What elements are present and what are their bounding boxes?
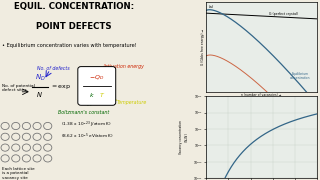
Text: (a): (a) (209, 4, 214, 8)
Text: • Equilibrium concentration varies with temperature!: • Equilibrium concentration varies with … (2, 43, 137, 48)
Text: No. of defects: No. of defects (37, 66, 70, 71)
Text: Activation energy: Activation energy (102, 64, 144, 69)
Text: (8.62 x 10$^{-5}$ eV/atom K): (8.62 x 10$^{-5}$ eV/atom K) (61, 131, 115, 141)
Y-axis label: Vacancy concentration
$(N_v/N)$: Vacancy concentration $(N_v/N)$ (179, 120, 191, 154)
Text: No. of potential
defect sites.: No. of potential defect sites. (2, 84, 35, 92)
Text: EQUIL. CONCENTRATION:: EQUIL. CONCENTRATION: (14, 2, 134, 11)
Text: Temperature: Temperature (117, 100, 147, 105)
Text: Each lattice site
is a potential
vacancy site: Each lattice site is a potential vacancy… (2, 166, 35, 180)
Text: $N_D$: $N_D$ (35, 73, 45, 83)
Text: G (perfect crystal): G (perfect crystal) (269, 12, 298, 16)
X-axis label: n (number of vacancies) →: n (number of vacancies) → (242, 93, 282, 97)
Text: $\Delta n\,g_{mix}T$: $\Delta n\,g_{mix}T$ (282, 97, 297, 105)
Text: Equilibrium
concentration: Equilibrium concentration (290, 72, 310, 80)
Y-axis label: G (Gibbs free energy) →: G (Gibbs free energy) → (201, 29, 205, 65)
Text: Boltzmann's constant: Boltzmann's constant (58, 110, 109, 115)
Text: (1.38 x 10$^{-23}$ J/atom K): (1.38 x 10$^{-23}$ J/atom K) (61, 120, 112, 130)
Text: $k$: $k$ (89, 91, 95, 99)
Text: $N$: $N$ (36, 90, 43, 99)
Text: $-Q_D$: $-Q_D$ (89, 73, 104, 82)
Text: $= \exp$: $= \exp$ (50, 83, 71, 91)
FancyBboxPatch shape (78, 67, 116, 105)
Text: $T$: $T$ (99, 91, 105, 99)
Text: POINT DEFECTS: POINT DEFECTS (36, 22, 112, 31)
